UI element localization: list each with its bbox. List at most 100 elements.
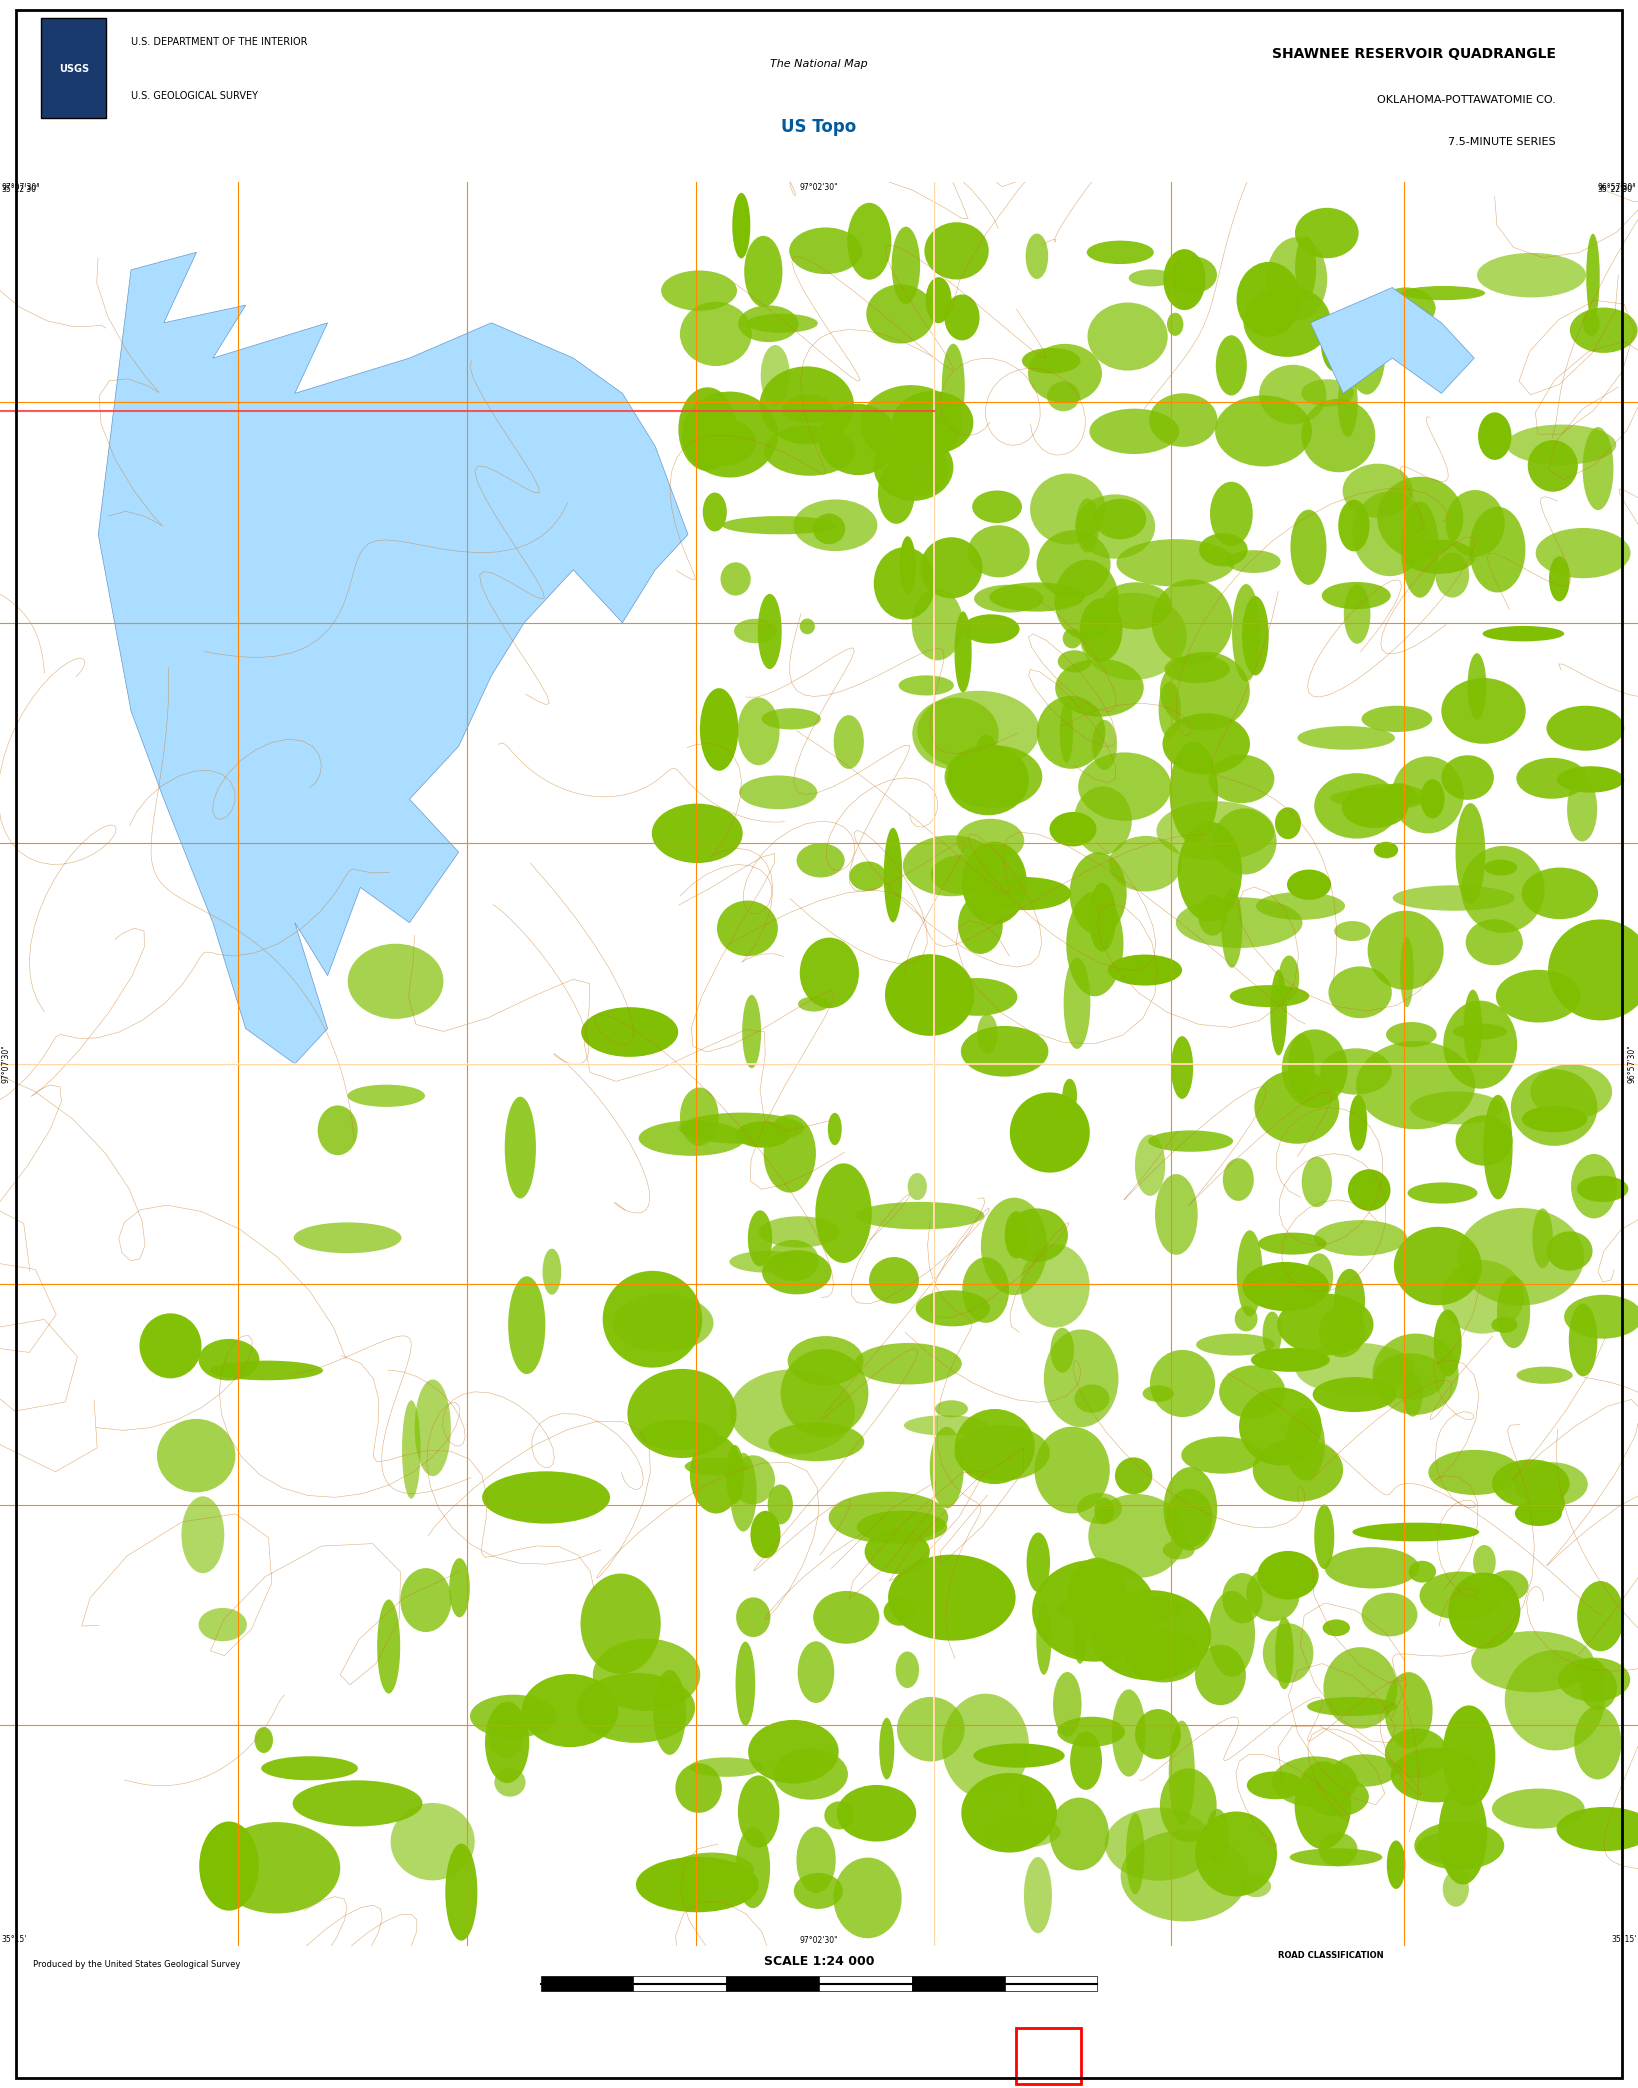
Ellipse shape bbox=[639, 1121, 745, 1157]
Ellipse shape bbox=[1378, 476, 1463, 560]
Ellipse shape bbox=[768, 1422, 865, 1462]
Ellipse shape bbox=[636, 1856, 758, 1913]
Ellipse shape bbox=[921, 537, 983, 599]
Ellipse shape bbox=[1286, 1407, 1325, 1480]
Ellipse shape bbox=[1533, 1209, 1553, 1267]
Ellipse shape bbox=[1319, 1833, 1358, 1867]
Ellipse shape bbox=[1576, 1658, 1605, 1687]
Ellipse shape bbox=[685, 1457, 749, 1476]
Ellipse shape bbox=[1517, 758, 1587, 800]
Ellipse shape bbox=[1178, 823, 1242, 921]
Ellipse shape bbox=[1020, 1244, 1089, 1328]
Ellipse shape bbox=[1091, 1591, 1210, 1681]
Ellipse shape bbox=[1350, 1094, 1368, 1150]
Ellipse shape bbox=[1420, 779, 1445, 818]
Ellipse shape bbox=[1458, 1209, 1584, 1305]
Ellipse shape bbox=[737, 697, 780, 766]
Ellipse shape bbox=[1322, 583, 1391, 610]
Ellipse shape bbox=[1473, 1545, 1495, 1579]
Ellipse shape bbox=[1546, 706, 1625, 752]
Ellipse shape bbox=[721, 562, 750, 595]
Ellipse shape bbox=[1165, 656, 1230, 683]
Ellipse shape bbox=[680, 1088, 719, 1146]
Ellipse shape bbox=[681, 393, 778, 478]
Ellipse shape bbox=[1063, 958, 1091, 1048]
Ellipse shape bbox=[735, 1827, 770, 1908]
Ellipse shape bbox=[505, 1096, 536, 1199]
Ellipse shape bbox=[1296, 209, 1358, 259]
Ellipse shape bbox=[1163, 1541, 1194, 1560]
Ellipse shape bbox=[1237, 261, 1301, 336]
Ellipse shape bbox=[781, 1349, 868, 1437]
Ellipse shape bbox=[1404, 539, 1476, 574]
Ellipse shape bbox=[873, 434, 953, 501]
Ellipse shape bbox=[796, 1827, 835, 1894]
Ellipse shape bbox=[670, 1852, 753, 1888]
Ellipse shape bbox=[1296, 1343, 1415, 1395]
Ellipse shape bbox=[1410, 1092, 1504, 1123]
Text: US Topo: US Topo bbox=[781, 119, 857, 136]
Ellipse shape bbox=[930, 1426, 963, 1508]
Ellipse shape bbox=[829, 1491, 948, 1543]
Ellipse shape bbox=[834, 1858, 901, 1938]
Ellipse shape bbox=[847, 203, 891, 280]
Ellipse shape bbox=[1507, 424, 1617, 466]
Ellipse shape bbox=[889, 409, 940, 461]
Ellipse shape bbox=[1435, 553, 1469, 597]
Ellipse shape bbox=[347, 944, 444, 1019]
Ellipse shape bbox=[1135, 1134, 1165, 1196]
Ellipse shape bbox=[347, 1084, 424, 1107]
Ellipse shape bbox=[627, 1370, 737, 1457]
Ellipse shape bbox=[1253, 1439, 1343, 1501]
Ellipse shape bbox=[1232, 585, 1260, 681]
Ellipse shape bbox=[1086, 240, 1153, 263]
Ellipse shape bbox=[1276, 1618, 1294, 1689]
Ellipse shape bbox=[1477, 253, 1586, 296]
Ellipse shape bbox=[1394, 1228, 1482, 1305]
Polygon shape bbox=[1310, 288, 1474, 393]
Ellipse shape bbox=[1089, 883, 1115, 952]
Ellipse shape bbox=[1510, 1069, 1597, 1146]
Ellipse shape bbox=[1024, 1856, 1052, 1933]
Ellipse shape bbox=[1343, 585, 1371, 643]
Ellipse shape bbox=[1163, 248, 1206, 311]
Ellipse shape bbox=[834, 714, 863, 768]
Ellipse shape bbox=[1441, 1261, 1523, 1334]
Bar bbox=[1016, 2030, 1081, 2084]
Ellipse shape bbox=[1456, 804, 1486, 904]
Ellipse shape bbox=[1171, 1036, 1192, 1098]
Ellipse shape bbox=[293, 1781, 423, 1827]
Ellipse shape bbox=[1373, 1334, 1459, 1416]
Ellipse shape bbox=[793, 499, 878, 551]
Ellipse shape bbox=[735, 1641, 755, 1727]
Ellipse shape bbox=[1079, 599, 1122, 662]
Ellipse shape bbox=[870, 1257, 919, 1303]
Text: SHAWNEE RESERVOIR QUADRANGLE: SHAWNEE RESERVOIR QUADRANGLE bbox=[1273, 48, 1556, 61]
Ellipse shape bbox=[888, 443, 948, 497]
Ellipse shape bbox=[1289, 1848, 1382, 1867]
Ellipse shape bbox=[1469, 507, 1525, 593]
Ellipse shape bbox=[1374, 841, 1399, 858]
Text: OKLAHOMA-POTTAWATOMIE CO.: OKLAHOMA-POTTAWATOMIE CO. bbox=[1378, 94, 1556, 104]
Ellipse shape bbox=[1004, 1211, 1027, 1259]
Ellipse shape bbox=[883, 1597, 916, 1627]
Ellipse shape bbox=[1260, 365, 1327, 424]
Ellipse shape bbox=[1333, 1754, 1397, 1787]
Ellipse shape bbox=[937, 977, 1017, 1017]
Ellipse shape bbox=[1150, 1349, 1215, 1418]
Ellipse shape bbox=[254, 1727, 274, 1754]
Ellipse shape bbox=[198, 1608, 247, 1641]
Ellipse shape bbox=[1101, 583, 1171, 628]
Ellipse shape bbox=[812, 1591, 880, 1643]
Ellipse shape bbox=[1400, 938, 1414, 1006]
Ellipse shape bbox=[1125, 1631, 1201, 1683]
Ellipse shape bbox=[767, 1240, 819, 1282]
Ellipse shape bbox=[850, 862, 886, 892]
Ellipse shape bbox=[1055, 560, 1119, 641]
Ellipse shape bbox=[1093, 720, 1117, 770]
Ellipse shape bbox=[1050, 812, 1096, 846]
Ellipse shape bbox=[1242, 1875, 1271, 1898]
Ellipse shape bbox=[739, 775, 817, 810]
Ellipse shape bbox=[955, 1426, 1050, 1480]
Ellipse shape bbox=[1058, 649, 1091, 672]
